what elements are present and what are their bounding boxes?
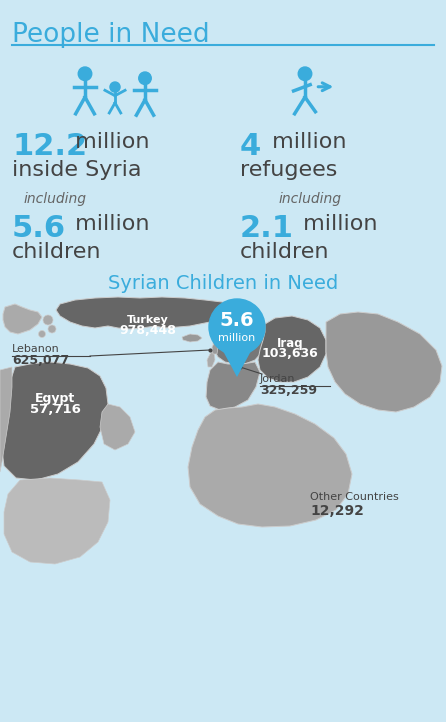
Text: Turkey: Turkey xyxy=(127,315,169,325)
Circle shape xyxy=(298,67,312,81)
Text: 12,292: 12,292 xyxy=(310,504,364,518)
Polygon shape xyxy=(258,316,326,382)
Polygon shape xyxy=(213,320,265,364)
Polygon shape xyxy=(182,334,202,342)
Polygon shape xyxy=(212,342,218,354)
Text: 4: 4 xyxy=(240,132,261,161)
Text: 12.2: 12.2 xyxy=(12,132,87,161)
Text: Iraq: Iraq xyxy=(277,337,303,350)
Circle shape xyxy=(110,82,120,92)
Text: including: including xyxy=(24,192,87,206)
Text: inside Syria: inside Syria xyxy=(12,160,141,180)
Circle shape xyxy=(38,331,45,337)
Text: Syria: Syria xyxy=(222,342,250,352)
Text: children: children xyxy=(240,242,330,262)
Polygon shape xyxy=(326,312,442,412)
Text: 103,636: 103,636 xyxy=(262,347,318,360)
Text: million: million xyxy=(68,214,149,234)
Polygon shape xyxy=(3,304,42,334)
Text: million: million xyxy=(219,333,256,343)
Polygon shape xyxy=(188,404,352,527)
Polygon shape xyxy=(223,351,251,377)
Text: 325,259: 325,259 xyxy=(260,384,317,397)
Circle shape xyxy=(43,315,53,325)
Text: Jordan: Jordan xyxy=(260,374,296,384)
Polygon shape xyxy=(56,297,230,329)
Text: Lebanon: Lebanon xyxy=(12,344,60,354)
Text: Other Countries: Other Countries xyxy=(310,492,399,502)
Polygon shape xyxy=(4,478,110,564)
Text: 2.1: 2.1 xyxy=(240,214,294,243)
Text: refugees: refugees xyxy=(240,160,337,180)
Circle shape xyxy=(139,72,151,84)
Polygon shape xyxy=(206,362,260,410)
Polygon shape xyxy=(0,367,12,472)
Text: million: million xyxy=(265,132,347,152)
Text: Syrian Children in Need: Syrian Children in Need xyxy=(108,274,338,293)
Circle shape xyxy=(209,299,265,355)
Polygon shape xyxy=(207,350,215,367)
Text: million: million xyxy=(68,132,149,152)
Circle shape xyxy=(78,67,92,81)
Text: People in Need: People in Need xyxy=(12,22,210,48)
Text: including: including xyxy=(278,192,342,206)
Text: 625,077: 625,077 xyxy=(12,354,69,367)
Text: children: children xyxy=(12,242,102,262)
Text: 5.6: 5.6 xyxy=(12,214,66,243)
Polygon shape xyxy=(2,362,108,480)
Text: 5.6: 5.6 xyxy=(220,311,254,331)
Text: Egypt: Egypt xyxy=(35,392,75,405)
Text: 57,716: 57,716 xyxy=(29,403,80,416)
Text: million: million xyxy=(296,214,377,234)
Polygon shape xyxy=(100,404,135,450)
Circle shape xyxy=(48,325,56,333)
Text: 978,448: 978,448 xyxy=(120,324,177,337)
